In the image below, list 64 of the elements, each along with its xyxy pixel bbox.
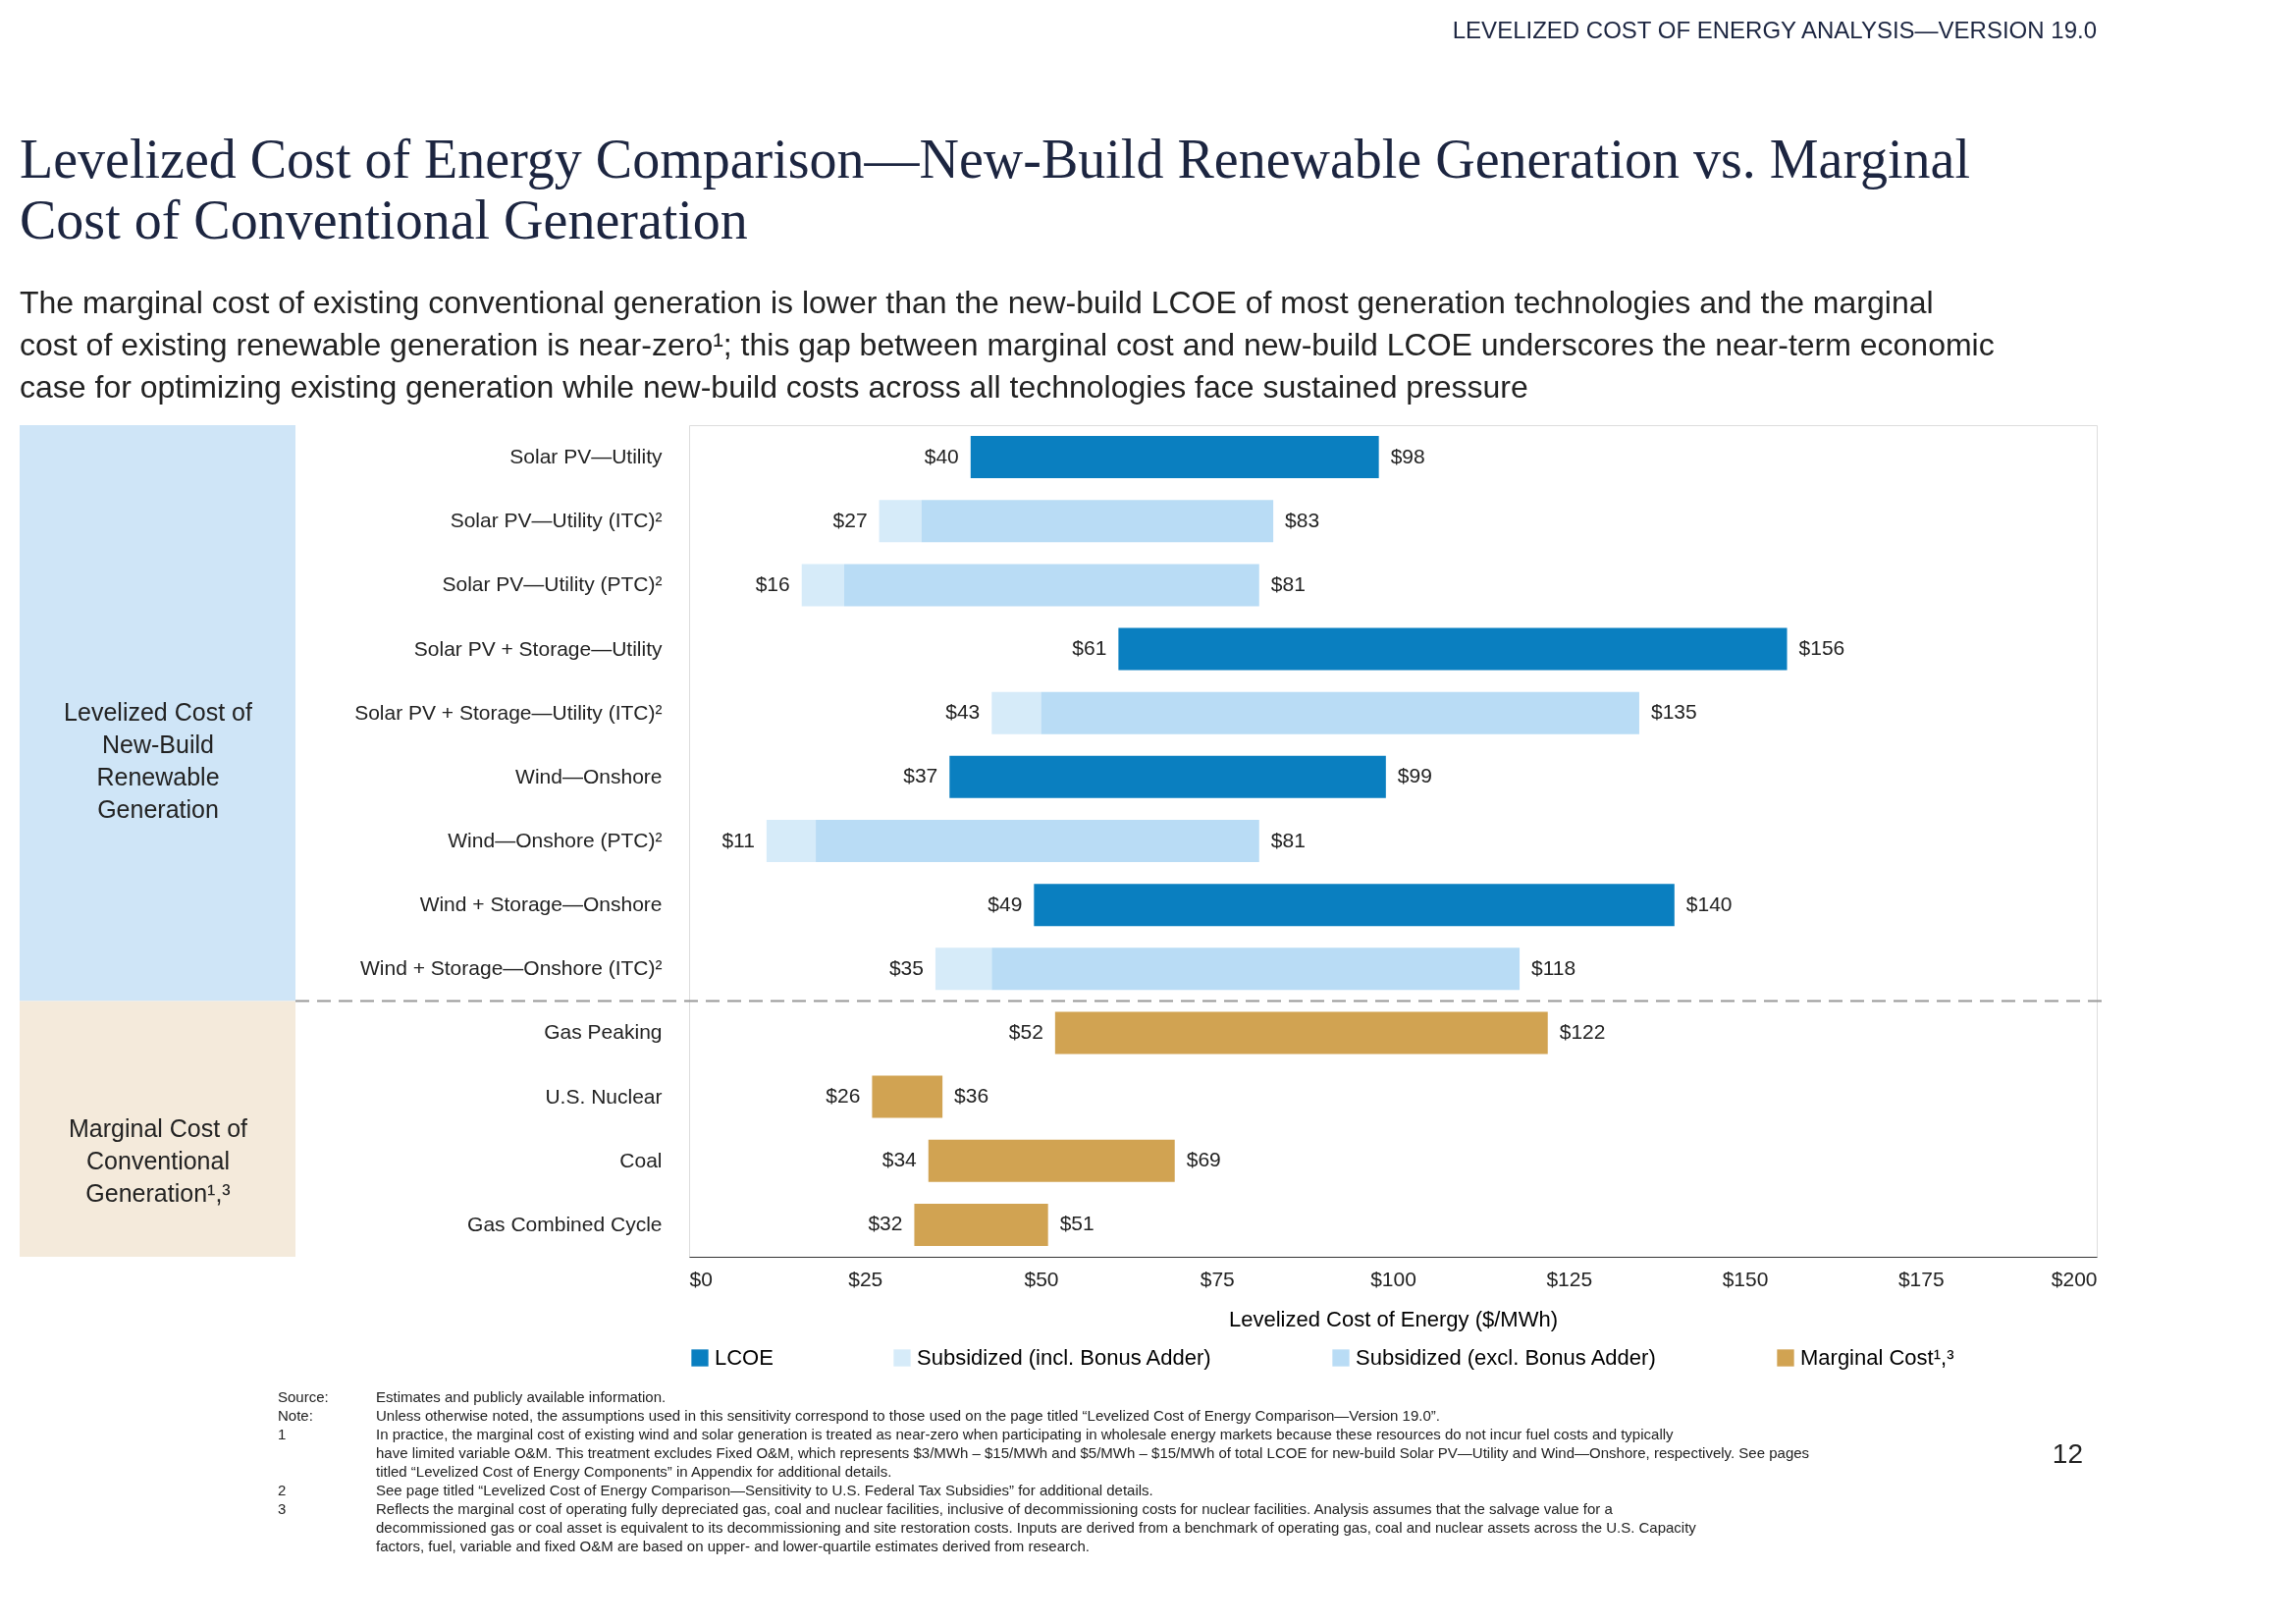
legend-label: Subsidized (excl. Bonus Adder) <box>1356 1345 1656 1370</box>
y-tick-label: Solar PV + Storage—Utility (ITC)² <box>354 700 663 724</box>
y-tick-label: Solar PV—Utility <box>509 445 663 468</box>
annotation: $49 <box>988 892 1023 915</box>
x-tick-label: $50 <box>1024 1267 1059 1290</box>
text: 2 See page titled “Levelized Cost of Energy Comparison—Sensitivity to U.S. Federal Tax Subsidies” for additional details. <box>278 1482 1153 1498</box>
y-tick-label: Gas Peaking <box>544 1020 663 1044</box>
annotation: $36 <box>954 1084 989 1108</box>
annotation: $81 <box>1270 828 1306 851</box>
annotation: $26 <box>826 1084 861 1108</box>
annotation: $118 <box>1531 955 1576 979</box>
annotation: $35 <box>888 955 924 979</box>
annotation: $140 <box>1685 892 1733 915</box>
y-tick-label: Solar PV—Utility (PTC)² <box>442 572 663 596</box>
annotation: $27 <box>832 508 868 531</box>
annotation: $69 <box>1186 1148 1221 1171</box>
y-tick-label: U.S. Nuclear <box>545 1084 663 1108</box>
text: 1 In practice, the marginal cost of existing wind and solar generation is treated as near-zero when participating in wholesale energy markets because these resources do not incur fuel costs and typically have limited variable O&M. This treatment excludes Fixed O&M, which represents $3/MWh – $15/MWh and $5/MWh – $15/MWh of total LCOE for new-build Solar PV—Utility and Wind—Onshore, respectively. See pages titled “Levelized Cost of Energy Components” in Appendix for additional details. <box>278 1426 1810 1480</box>
annotation: $40 <box>924 444 959 467</box>
annotation: $81 <box>1270 571 1306 595</box>
legend-label: LCOE <box>715 1345 774 1370</box>
annotation: $16 <box>755 571 790 595</box>
x-tick-label: $75 <box>1200 1267 1235 1290</box>
x-tick-label: $175 <box>1897 1267 1945 1290</box>
text: Levelized Cost of New-Build Renewable Generation <box>64 698 252 824</box>
annotation: $51 <box>1059 1212 1095 1235</box>
x-tick-label: $25 <box>848 1267 883 1290</box>
annotation: $52 <box>1008 1019 1043 1043</box>
annotation: $83 <box>1285 508 1320 531</box>
y-tick-label: Wind—Onshore (PTC)² <box>448 829 663 851</box>
legend-label: Subsidized (incl. Bonus Adder) <box>917 1345 1211 1370</box>
text: 3 Reflects the marginal cost of operating fully depreciated gas, coal and nuclear facilities, inclusive of decommissioning costs for nuclear facilities. Analysis assumes that the salvage value for a decommissioned gas or coal asset is equivalent to its decommissioning and site restoration costs. Inputs are derived from a benchmark of operating gas, coal and nuclear assets across the U.S. Capacity factors, fuel, variable and fixed O&M are based on upper- and lower-quartile estimates derived from research. <box>278 1500 1696 1554</box>
x-tick-label: $0 <box>689 1267 713 1290</box>
annotation: $98 <box>1390 444 1425 467</box>
text: 12 <box>2052 1438 2083 1469</box>
y-tick-label: Wind + Storage—Onshore (ITC)² <box>359 956 663 980</box>
x-axis-title: Levelized Cost of Energy ($/MWh) <box>1228 1306 1559 1331</box>
y-tick-label: Wind—Onshore <box>515 764 663 787</box>
annotation: $61 <box>1072 636 1107 660</box>
y-tick-label: Gas Combined Cycle <box>467 1212 663 1235</box>
text: LEVELIZED COST OF ENERGY ANALYSIS—VERSION 19.0 <box>1452 17 2097 43</box>
x-tick-label: $125 <box>1546 1267 1593 1290</box>
legend-label: Marginal Cost¹,³ <box>1800 1345 1954 1370</box>
x-tick-label: $100 <box>1370 1267 1416 1290</box>
annotation: $34 <box>881 1148 918 1171</box>
y-tick-label: Coal <box>619 1148 663 1171</box>
x-tick-label: $200 <box>2051 1267 2098 1290</box>
x-tick-label: $150 <box>1722 1267 1769 1290</box>
text: Marginal Cost of Conventional Generation¹,³ <box>68 1113 248 1207</box>
chart-subtitle: The marginal cost of existing conventional generation is lower than the new-build LCOE of most generation technologies and the marginal cost of existing renewable generation is near-zero¹; this gap between marginal cost and new-build LCOE underscores the near-term economic case for optimizing existing generation while new-build costs across all technologies face sustained pressure <box>20 285 1995 405</box>
annotation: $156 <box>1798 636 1845 660</box>
annotation: $43 <box>945 700 981 724</box>
chart-title: Levelized Cost of Energy Comparison—New-Build Renewable Generation vs. Marginal Cost of Conventional Generation <box>20 129 1971 250</box>
y-tick-label: Solar PV—Utility (ITC)² <box>450 509 663 532</box>
annotation: $11 <box>721 828 755 851</box>
annotation: $122 <box>1559 1019 1606 1043</box>
annotation: $37 <box>903 764 938 787</box>
annotation: $99 <box>1397 764 1432 787</box>
annotation: $32 <box>868 1212 903 1235</box>
text: Note: Unless otherwise noted, the assumptions used in this sensitivity correspond to those used on the page titled “Levelized Cost of Energy Comparison—Version 19.0”. <box>278 1407 1440 1424</box>
y-tick-label: Wind + Storage—Onshore <box>419 893 663 916</box>
y-tick-label: Solar PV + Storage—Utility <box>413 636 663 660</box>
annotation: $135 <box>1650 700 1697 724</box>
text: Source: Estimates and publicly available information. <box>278 1388 667 1405</box>
